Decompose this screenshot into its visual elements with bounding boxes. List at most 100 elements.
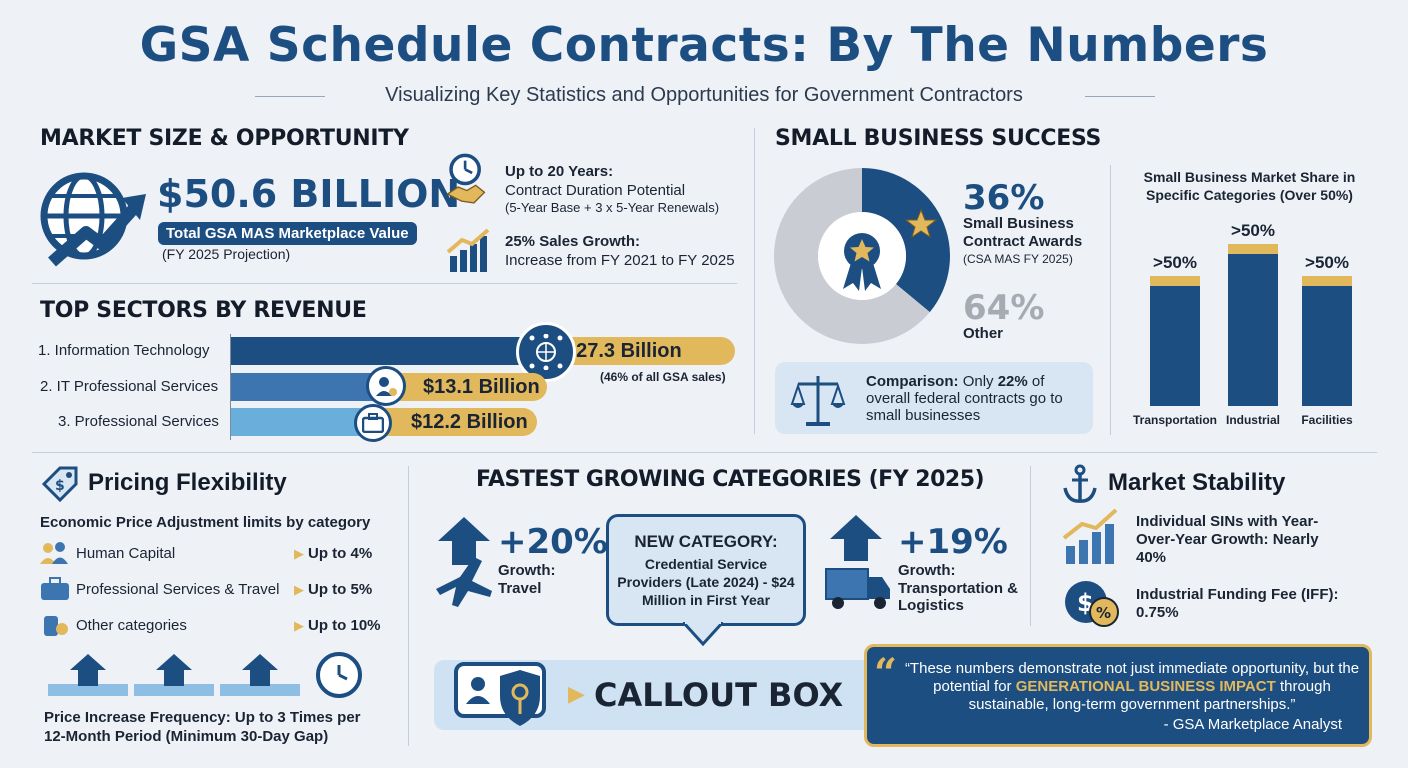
small-business-heading: SMALL BUSINESS SUCCESS <box>775 126 1102 151</box>
sector-value: $27.3 Billion <box>551 337 735 365</box>
growth-chart-icon <box>1062 508 1122 571</box>
share-bar-label: >50% <box>1231 221 1275 240</box>
sector-label: 2. IT Professional Services <box>40 378 219 395</box>
pricing-row-limit: Up to 4% <box>308 545 373 562</box>
sb-label: Small Business Contract Awards <box>963 215 1083 250</box>
share-bar-category: Transportation <box>1133 413 1217 427</box>
scale-icon <box>790 372 846 433</box>
pricing-row-label: Human Capital <box>76 545 176 562</box>
divider <box>1030 466 1031 626</box>
network-icon <box>516 322 576 382</box>
market-value-note: (FY 2025 Projection) <box>162 246 291 262</box>
bar-growth-icon <box>446 226 494 279</box>
quote-author: - GSA Marketplace Analyst <box>1163 716 1342 733</box>
logistics-percent: +19% <box>898 522 1008 562</box>
subtitle-rule-left <box>255 96 325 97</box>
logistics-growth-label: Growth: <box>898 562 956 579</box>
share-bar-chart: >50% Transportation >50% Industrial >50% Faci… <box>1124 210 1374 440</box>
sins-text: Individual SINs with Year-Over-Year Grow… <box>1136 513 1319 566</box>
quote-highlight: GENERATIONAL BUSINESS IMPACT <box>1015 678 1276 695</box>
share-bar <box>1150 286 1200 406</box>
fastest-heading: FASTEST GROWING CATEGORIES (FY 2025) <box>476 467 985 492</box>
growth-title: 25% Sales Growth: <box>505 233 641 250</box>
travel-percent: +20% <box>498 522 608 562</box>
divider <box>1110 165 1111 435</box>
other-percent: 64% <box>963 288 1045 328</box>
market-value: $50.6 BILLION <box>157 172 461 216</box>
star-icon <box>904 208 938 239</box>
market-value-label: Total GSA MAS Marketplace Value <box>158 222 417 245</box>
divider <box>408 466 409 746</box>
travel-growth-label: Growth: <box>498 562 556 579</box>
arrow-right-icon: ▶ <box>568 681 585 706</box>
frequency-text: Price Increase Frequency: Up to 3 Times … <box>44 709 361 745</box>
sector-value: $13.1 Billion <box>391 373 547 401</box>
travel-category: Travel <box>498 580 542 597</box>
logistics-category: Transportation & Logistics <box>898 580 1019 614</box>
dollar-percent-icon: $ % <box>1062 578 1124 635</box>
stability-heading: Market Stability <box>1108 469 1286 496</box>
pricing-row-label: Other categories <box>76 617 187 634</box>
quote-part1: “These numbers demonstrate not just imme… <box>904 660 1360 695</box>
globe-growth-icon <box>38 170 148 270</box>
briefcase-icon <box>354 404 392 442</box>
svg-text:%: % <box>1096 604 1111 622</box>
donut-slice-small-business <box>862 168 950 313</box>
comparison-label: Comparison: <box>866 373 959 390</box>
price-tag-icon: $ <box>38 462 82 511</box>
arrow-right-icon: ▶ <box>294 546 304 561</box>
id-shield-icon <box>452 660 562 737</box>
jar-icon <box>42 612 70 643</box>
person-gear-icon <box>366 366 406 406</box>
pricing-row-limit: Up to 5% <box>308 581 373 598</box>
market-heading: MARKET SIZE & OPPORTUNITY <box>40 126 409 151</box>
share-bar <box>1228 254 1278 406</box>
frequency-arrows <box>48 652 348 700</box>
share-bar-cap <box>1302 276 1352 286</box>
arrow-truck-icon <box>820 515 896 620</box>
svg-text:$: $ <box>55 478 65 494</box>
subtitle-rule-right <box>1085 96 1155 97</box>
sectors-heading: TOP SECTORS BY REVENUE <box>40 298 367 323</box>
divider <box>754 128 755 434</box>
arrow-right-icon: ▶ <box>294 582 304 597</box>
small-business-donut <box>771 165 953 352</box>
sector-label: 3. Professional Services <box>58 413 219 430</box>
comparison-only: Only <box>962 373 994 390</box>
duration-title: Up to 20 Years: <box>505 163 614 180</box>
sector-note: (46% of all GSA sales) <box>600 370 726 384</box>
quote-mark-icon: “ <box>874 650 898 697</box>
other-label: Other <box>963 325 1004 342</box>
sector-label: 1. Information Technology <box>38 342 210 359</box>
pricing-heading: Pricing Flexibility <box>88 469 287 496</box>
quote-part2: through sustainable, long-term governmen… <box>968 678 1331 713</box>
page-subtitle: Visualizing Key Statistics and Opportuni… <box>385 84 1023 106</box>
arrow-right-icon: ▶ <box>294 618 304 633</box>
people-icon <box>40 540 70 571</box>
divider <box>32 452 1377 453</box>
duration-desc: Contract Duration Potential <box>505 182 686 199</box>
duration-note: (5-Year Base + 3 x 5-Year Renewals) <box>505 200 720 215</box>
callout-label: CALLOUT BOX <box>594 676 844 714</box>
briefcase-icon <box>40 577 70 606</box>
share-bar-category: Facilities <box>1301 413 1353 427</box>
comparison-rest: of overall federal contracts go to small… <box>866 373 1063 424</box>
share-bar-label: >50% <box>1153 253 1197 272</box>
anchor-icon <box>1062 464 1098 509</box>
share-bar-cap <box>1150 276 1200 286</box>
sb-note: (CSA MAS FY 2025) <box>963 252 1073 266</box>
quote-text: “These numbers demonstrate not just imme… <box>904 660 1360 714</box>
share-bar-category: Industrial <box>1226 413 1280 427</box>
arrow-plane-icon <box>430 515 500 620</box>
sector-bar-it <box>231 337 551 365</box>
clock-handshake-icon <box>444 153 488 204</box>
comparison-text: Comparison: Only 22% of overall federal … <box>866 373 1086 424</box>
new-category-title: NEW CATEGORY: <box>634 532 778 551</box>
award-ribbon-icon <box>843 233 881 291</box>
share-bar-label: >50% <box>1305 253 1349 272</box>
bar-axis <box>230 334 231 440</box>
sb-percent: 36% <box>963 178 1045 218</box>
clock-icon <box>316 652 362 698</box>
pricing-row-label: Professional Services & Travel <box>76 581 280 598</box>
sector-bar-itps <box>231 373 391 401</box>
